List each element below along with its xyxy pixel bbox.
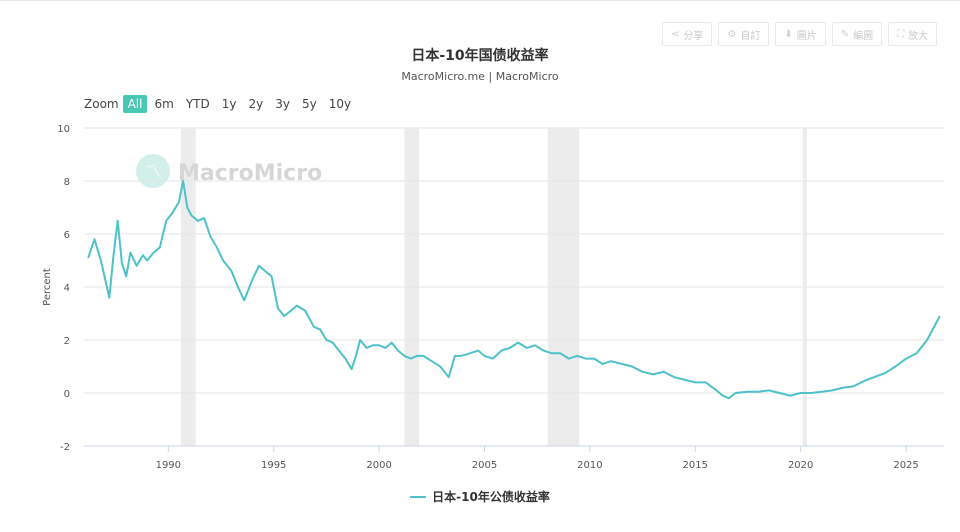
chart-title: 日本-10年国债收益率: [411, 48, 549, 64]
toolbar-button-label: 自訂: [740, 30, 761, 42]
zoom-bar: Zoom All 6m YTD 1y 2y 3y 5y 10y: [84, 95, 359, 113]
x-tick-label: 1990: [156, 460, 181, 471]
gear-icon: ⚙: [727, 28, 737, 40]
zoom-option-2y[interactable]: 2y: [248, 97, 264, 111]
gear-button[interactable]: ⚙ 自訂: [718, 22, 770, 46]
zoom-option-5y[interactable]: 5y: [301, 97, 317, 111]
zoom-options: All 6m YTD 1y 2y 3y 5y 10y: [122, 95, 359, 113]
zoom-option-10y[interactable]: 10y: [328, 97, 352, 111]
y-tick-label: 8: [64, 177, 70, 188]
zoom-option-ytd[interactable]: YTD: [185, 97, 210, 111]
x-tick-label: 2025: [893, 460, 918, 471]
legend-label: 日本-10年公债收益率: [432, 490, 550, 504]
toolbar-button-label: 分享: [683, 30, 704, 42]
download-icon: ⬇: [784, 28, 793, 40]
x-tick-label: 2020: [788, 460, 813, 471]
zoom-option-all[interactable]: All: [122, 95, 148, 113]
x-tick-label: 1995: [261, 460, 286, 471]
zoom-option-1y[interactable]: 1y: [221, 97, 237, 111]
chart-legend[interactable]: 日本-10年公债收益率: [0, 488, 960, 505]
x-tick-label: 2010: [577, 460, 602, 471]
pencil-button[interactable]: ✎ 編圖: [831, 22, 883, 46]
y-axis-label: Percent: [42, 268, 53, 306]
pencil-icon: ✎: [840, 28, 850, 40]
x-tick-label: 2005: [472, 460, 497, 471]
y-tick-label: 6: [64, 230, 70, 241]
y-tick-label: 2: [64, 336, 70, 347]
share-button[interactable]: ⋖ 分享: [662, 22, 713, 46]
series-line-japan-10y: [87, 180, 941, 400]
zoom-option-3y[interactable]: 3y: [275, 97, 290, 111]
x-tick-label: 2000: [366, 460, 391, 471]
toolbar-button-label: 放大: [908, 30, 929, 42]
y-tick-label: 0: [64, 389, 70, 400]
chart-subtitle: MacroMicro.me | MacroMicro: [401, 70, 559, 83]
chart-toolbar: ⋖ 分享 ⚙ 自訂 ⬇ 圖片 ✎ 編圖 ⛶ 放大: [662, 22, 938, 46]
zoom-label: Zoom: [84, 97, 119, 111]
x-tick-label: 2015: [683, 460, 708, 471]
share-icon: ⋖: [671, 28, 680, 40]
y-tick-label: -2: [60, 442, 70, 453]
download-button[interactable]: ⬇ 圖片: [775, 22, 826, 46]
expand-button[interactable]: ⛶ 放大: [888, 22, 938, 46]
y-tick-label: 10: [57, 124, 70, 135]
toolbar-button-label: 圖片: [796, 30, 817, 42]
zoom-option-6m[interactable]: 6m: [154, 97, 174, 111]
macromicro-watermark: 〽: [136, 154, 170, 188]
legend-swatch: [410, 495, 427, 498]
watermark-text: MacroMicro: [178, 161, 322, 186]
y-tick-label: 4: [64, 283, 70, 294]
macromicro-logo-icon: 〽: [136, 154, 170, 188]
top-divider: [0, 0, 960, 4]
toolbar-button-label: 編圖: [853, 30, 874, 42]
expand-icon: ⛶: [897, 28, 905, 40]
